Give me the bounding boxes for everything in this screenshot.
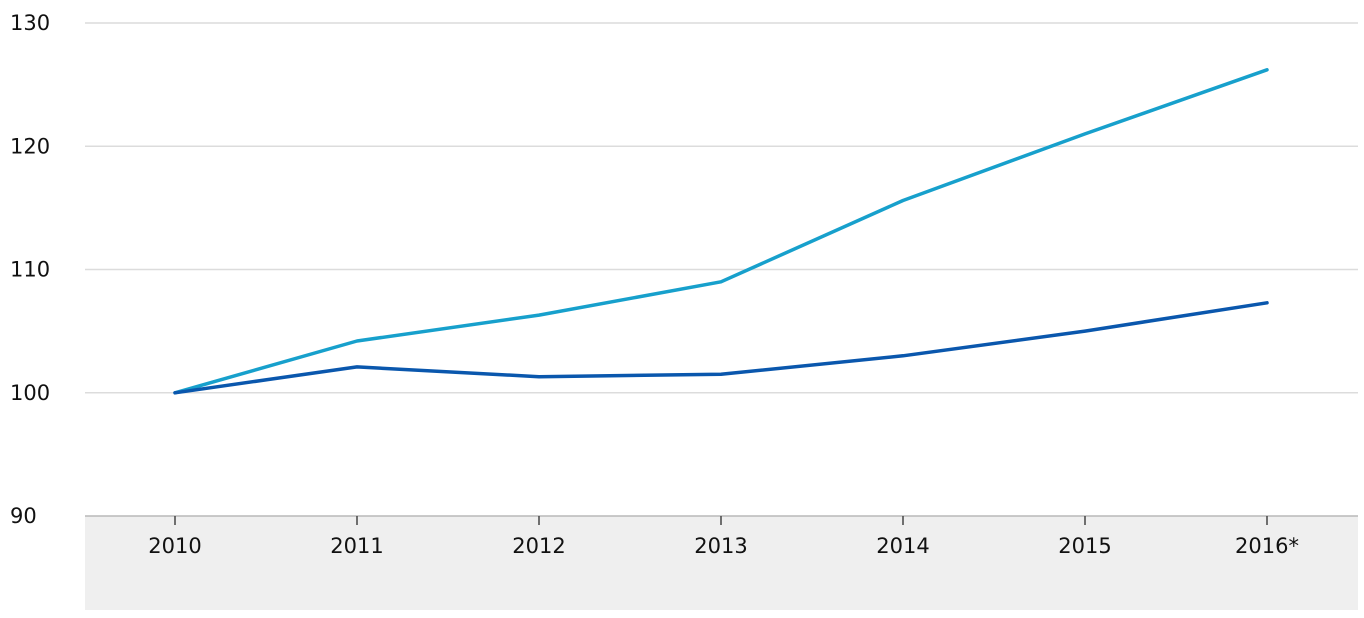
x-tick-label: 2013 [694, 534, 747, 558]
gridlines [85, 22, 1358, 517]
x-tick-label: 2014 [876, 534, 929, 558]
x-axis-band [85, 516, 1358, 610]
series-line-2 [173, 301, 1269, 395]
y-tick-label: 110 [10, 258, 50, 282]
y-axis-labels: 90 100 110 120 130 [10, 11, 50, 528]
x-tick-label: 2011 [330, 534, 383, 558]
x-tick-label: 2016* [1235, 534, 1299, 558]
x-tick-label: 2012 [512, 534, 565, 558]
y-tick-label: 90 [10, 504, 37, 528]
x-tick-label: 2010 [148, 534, 201, 558]
y-tick-label: 100 [10, 381, 50, 405]
x-axis-labels: 2010 2011 2012 2013 2014 2015 2016* [148, 534, 1299, 558]
series-line-1 [173, 68, 1269, 395]
y-tick-label: 120 [10, 134, 50, 158]
series-lines [173, 68, 1269, 395]
x-axis-ticks [174, 516, 1268, 525]
x-tick-label: 2015 [1058, 534, 1111, 558]
y-tick-label: 130 [10, 11, 50, 35]
